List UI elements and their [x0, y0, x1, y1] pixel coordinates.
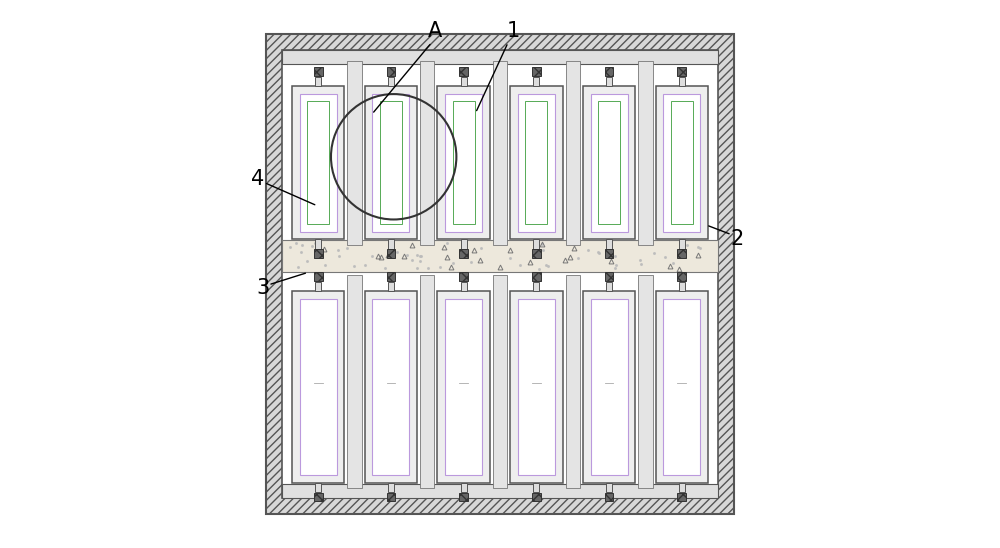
- Bar: [365, 86, 417, 239]
- Bar: [638, 275, 653, 488]
- Bar: [388, 483, 394, 492]
- Bar: [677, 249, 686, 258]
- Bar: [583, 86, 635, 239]
- Bar: [606, 77, 612, 86]
- Bar: [677, 272, 686, 281]
- Bar: [461, 282, 467, 291]
- Bar: [314, 493, 323, 501]
- Bar: [663, 94, 700, 232]
- Bar: [445, 299, 482, 475]
- Bar: [518, 299, 555, 475]
- Bar: [679, 239, 685, 249]
- Bar: [315, 239, 321, 249]
- Bar: [292, 86, 344, 239]
- Bar: [525, 101, 547, 224]
- Bar: [493, 61, 507, 245]
- Bar: [388, 77, 394, 86]
- Bar: [314, 272, 323, 281]
- Bar: [459, 249, 468, 258]
- Bar: [437, 86, 490, 239]
- Bar: [533, 282, 539, 291]
- Bar: [307, 101, 329, 224]
- Bar: [679, 483, 685, 492]
- Bar: [605, 249, 613, 258]
- Bar: [292, 291, 344, 483]
- Bar: [266, 34, 734, 514]
- Bar: [453, 101, 475, 224]
- Bar: [656, 86, 708, 239]
- Bar: [533, 239, 539, 249]
- Bar: [638, 61, 653, 245]
- Bar: [459, 493, 468, 501]
- Bar: [656, 291, 708, 483]
- Bar: [314, 249, 323, 258]
- Bar: [671, 101, 693, 224]
- Bar: [663, 299, 700, 475]
- Bar: [437, 291, 490, 483]
- Bar: [314, 67, 323, 76]
- Bar: [282, 241, 718, 272]
- Bar: [606, 239, 612, 249]
- Bar: [461, 483, 467, 492]
- Bar: [387, 67, 395, 76]
- Bar: [606, 483, 612, 492]
- Bar: [459, 67, 468, 76]
- Bar: [315, 77, 321, 86]
- Bar: [518, 94, 555, 232]
- Bar: [532, 493, 541, 501]
- Bar: [300, 299, 337, 475]
- Bar: [591, 299, 628, 475]
- Bar: [300, 94, 337, 232]
- Bar: [315, 483, 321, 492]
- Text: 2: 2: [731, 229, 744, 249]
- Bar: [461, 239, 467, 249]
- Bar: [387, 272, 395, 281]
- Bar: [372, 94, 409, 232]
- Bar: [461, 77, 467, 86]
- Bar: [510, 291, 563, 483]
- Bar: [282, 50, 718, 64]
- Text: 4: 4: [251, 169, 264, 189]
- Bar: [533, 483, 539, 492]
- Bar: [677, 67, 686, 76]
- Bar: [420, 61, 434, 245]
- Bar: [459, 272, 468, 281]
- Bar: [372, 299, 409, 475]
- Bar: [677, 493, 686, 501]
- Bar: [532, 272, 541, 281]
- Bar: [387, 249, 395, 258]
- Bar: [282, 484, 718, 498]
- Bar: [566, 61, 580, 245]
- Bar: [605, 67, 613, 76]
- Bar: [493, 275, 507, 488]
- Bar: [532, 67, 541, 76]
- Bar: [387, 493, 395, 501]
- Bar: [315, 282, 321, 291]
- Bar: [510, 86, 563, 239]
- Bar: [365, 291, 417, 483]
- Bar: [533, 77, 539, 86]
- Bar: [388, 282, 394, 291]
- Bar: [605, 272, 613, 281]
- Bar: [679, 282, 685, 291]
- Bar: [583, 291, 635, 483]
- Bar: [445, 94, 482, 232]
- Bar: [606, 282, 612, 291]
- Bar: [566, 275, 580, 488]
- Bar: [347, 61, 362, 245]
- Bar: [388, 239, 394, 249]
- Bar: [605, 493, 613, 501]
- Bar: [679, 77, 685, 86]
- Bar: [532, 249, 541, 258]
- Bar: [598, 101, 620, 224]
- Bar: [347, 275, 362, 488]
- Text: 1: 1: [507, 21, 520, 42]
- Text: 3: 3: [256, 278, 269, 298]
- Bar: [420, 275, 434, 488]
- Bar: [591, 94, 628, 232]
- Bar: [380, 101, 402, 224]
- Bar: [282, 50, 718, 498]
- Text: A: A: [427, 21, 442, 42]
